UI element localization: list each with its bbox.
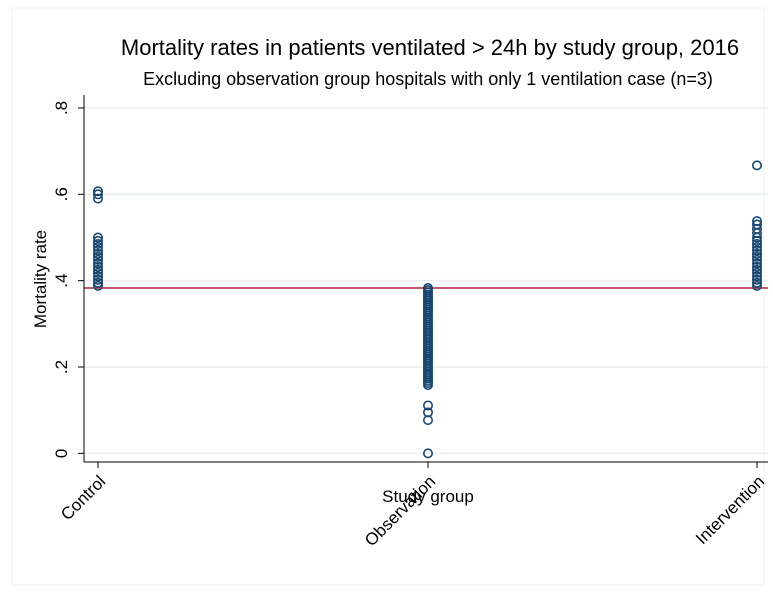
chart-frame <box>11 7 765 586</box>
data-point <box>93 235 104 246</box>
data-point <box>751 274 762 285</box>
data-point <box>93 271 104 282</box>
data-point <box>751 280 762 291</box>
data-point <box>751 241 762 252</box>
y-tick-label: 0 <box>52 449 71 458</box>
data-point <box>93 261 104 272</box>
data-point <box>93 251 104 262</box>
data-point <box>93 238 104 249</box>
data-point <box>751 248 762 259</box>
y-axis-label: Mortality rate <box>31 230 50 328</box>
data-point <box>93 193 104 204</box>
y-tick-label: .8 <box>52 101 71 115</box>
data-point <box>751 267 762 278</box>
data-point <box>422 448 433 459</box>
data-point <box>751 264 762 275</box>
y-tick-label: .2 <box>52 360 71 374</box>
y-tick-label: .6 <box>52 187 71 201</box>
data-point <box>93 186 104 197</box>
data-point <box>93 267 104 278</box>
data-point <box>422 415 433 426</box>
data-point <box>93 274 104 285</box>
chart-subtitle: Excluding observation group hospitals wi… <box>143 69 713 89</box>
data-point <box>93 254 104 265</box>
data-point <box>93 264 104 275</box>
data-point <box>93 248 104 259</box>
data-point <box>93 277 104 288</box>
points-layer <box>93 160 762 459</box>
data-point <box>751 238 762 249</box>
data-point <box>422 400 433 411</box>
data-point <box>751 245 762 256</box>
data-point <box>751 235 762 246</box>
data-point <box>422 380 433 391</box>
data-point <box>751 258 762 269</box>
y-ticks-layer: 0 .2 .4 .6 .8 <box>52 101 84 458</box>
data-point <box>93 258 104 269</box>
chart-title: Mortality rates in patients ventilated >… <box>121 35 739 60</box>
data-point <box>751 277 762 288</box>
data-point <box>93 189 104 200</box>
data-point <box>93 245 104 256</box>
data-point <box>93 280 104 291</box>
y-tick-label: .4 <box>52 274 71 288</box>
data-point <box>93 232 104 243</box>
data-point <box>93 241 104 252</box>
data-point <box>751 160 762 171</box>
data-point <box>751 261 762 272</box>
data-point <box>751 254 762 265</box>
data-point <box>751 271 762 282</box>
x-axis-label: Study group <box>382 487 474 506</box>
data-point <box>751 251 762 262</box>
data-point <box>751 232 762 243</box>
